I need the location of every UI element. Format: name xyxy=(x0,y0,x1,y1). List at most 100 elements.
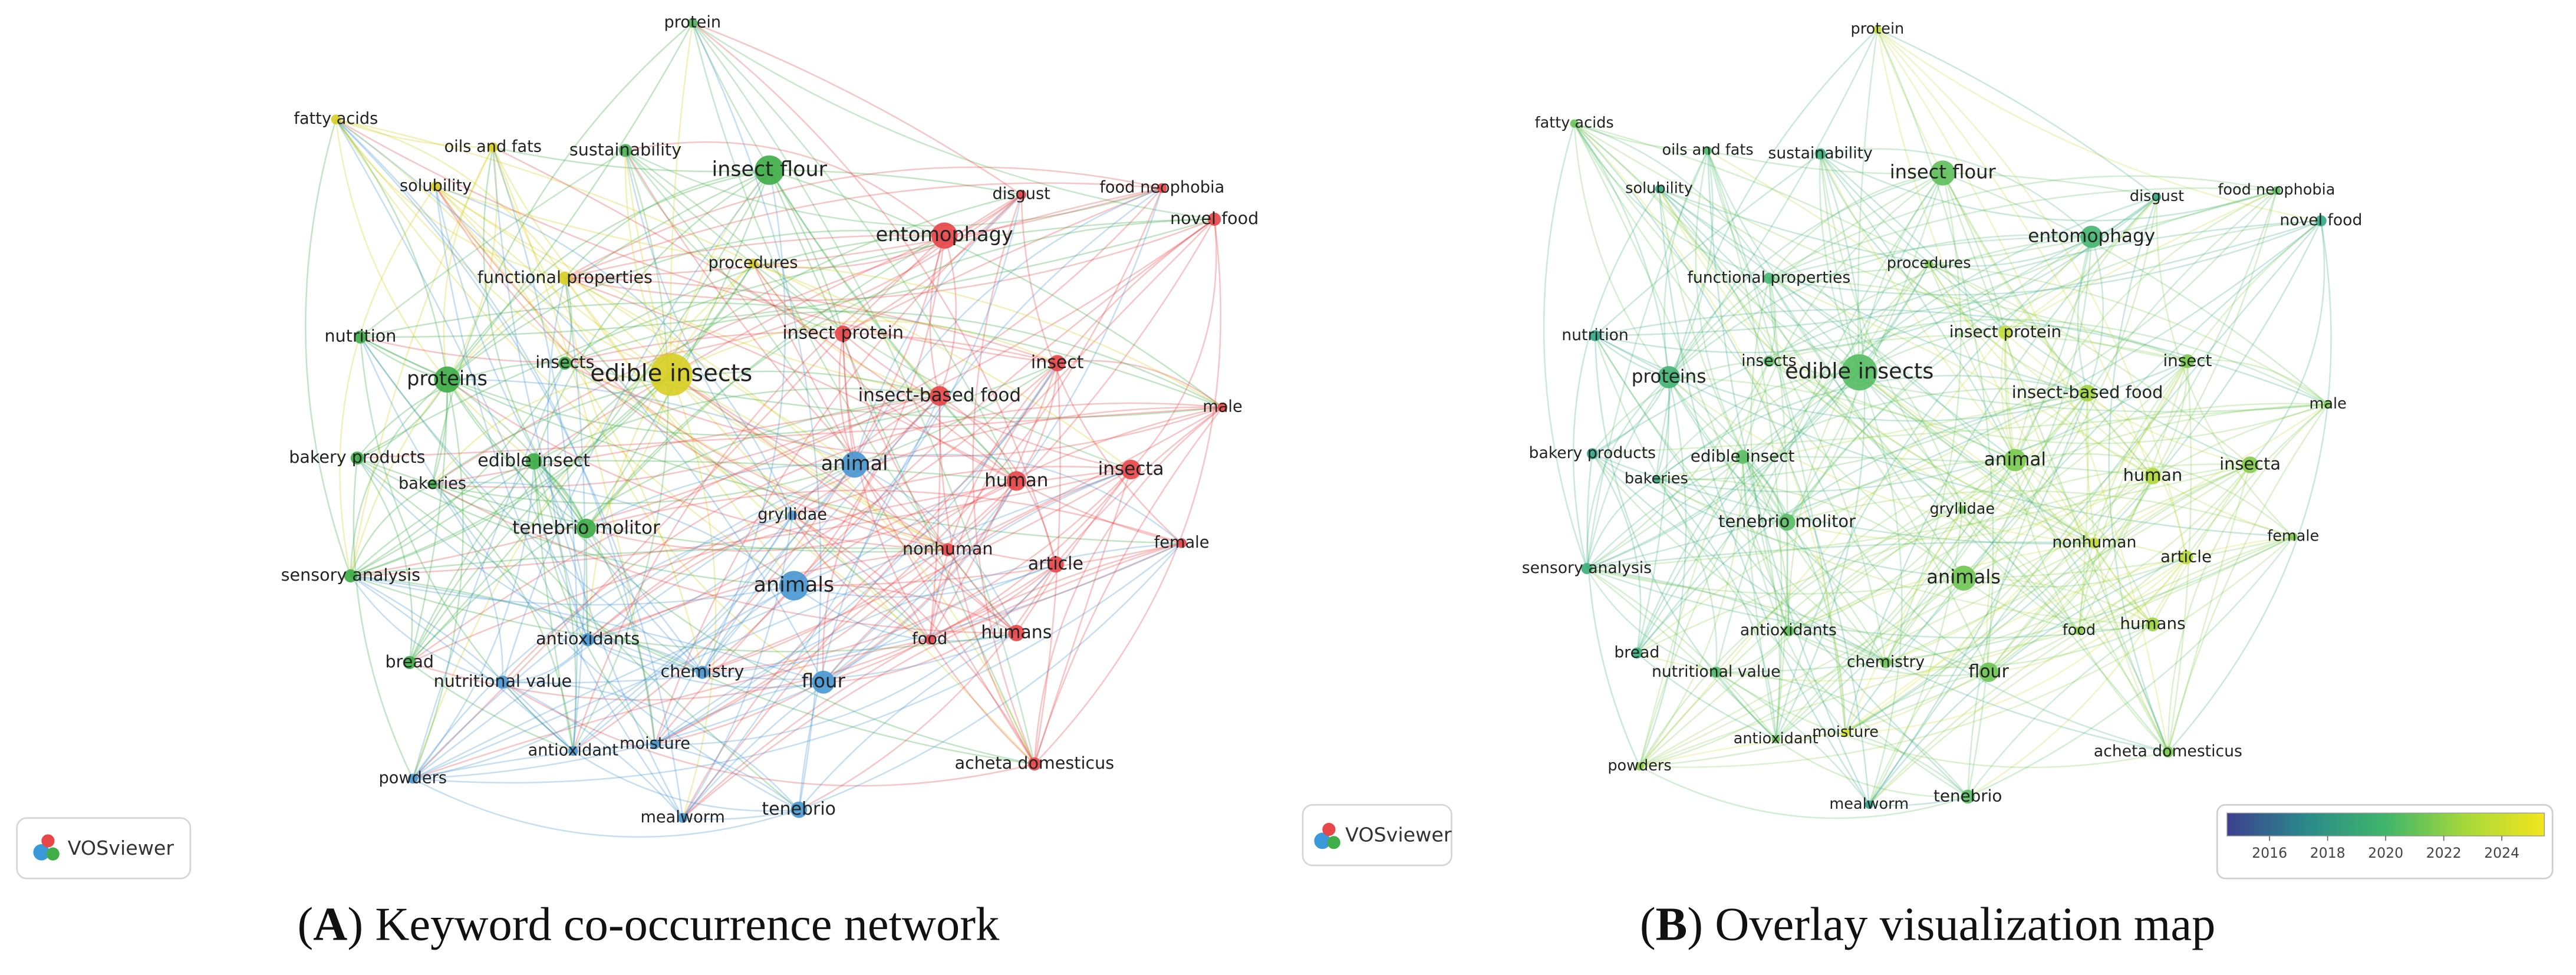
edge xyxy=(502,402,1223,683)
node-label: protein xyxy=(1851,20,1905,38)
edge xyxy=(1592,453,1964,579)
node xyxy=(1581,563,1593,574)
edge xyxy=(2004,332,2153,625)
edge xyxy=(928,396,941,640)
edge xyxy=(1639,765,1968,819)
tick-label: 2024 xyxy=(2484,845,2519,861)
node xyxy=(1635,762,1644,771)
edge xyxy=(587,638,703,673)
node-label: chemistry xyxy=(661,661,745,681)
edge xyxy=(493,146,770,173)
edge xyxy=(769,169,844,334)
edge xyxy=(2000,332,2016,460)
edge xyxy=(1928,263,2251,466)
edge xyxy=(1885,624,2153,668)
edge xyxy=(564,182,1162,279)
edge xyxy=(533,387,940,462)
edge xyxy=(586,480,1017,552)
edge xyxy=(1586,568,2153,639)
edge xyxy=(701,585,795,673)
edge xyxy=(1663,150,1709,378)
node-label: sensory analysis xyxy=(1522,559,1652,577)
edge xyxy=(502,681,684,819)
edge xyxy=(564,277,1035,765)
node-label: bread xyxy=(385,651,434,671)
node-label: nutrition xyxy=(1562,326,1629,344)
node xyxy=(1979,662,1999,682)
edge xyxy=(938,235,957,397)
caption-text: ) Keyword co-occurrence network xyxy=(347,898,1000,951)
edge xyxy=(533,460,589,640)
edge xyxy=(446,147,498,380)
edge xyxy=(1586,361,1770,569)
edge xyxy=(1639,457,1744,767)
node xyxy=(407,773,418,784)
edge xyxy=(1768,220,2321,296)
caption-open: ( xyxy=(297,898,313,951)
node xyxy=(1710,666,1722,678)
edge xyxy=(2249,220,2325,466)
node xyxy=(525,453,542,470)
edge xyxy=(1859,372,1903,805)
edge xyxy=(1741,457,1846,733)
node xyxy=(835,325,852,342)
edge xyxy=(446,22,693,380)
edge xyxy=(412,514,793,779)
edge xyxy=(1820,153,2095,544)
node xyxy=(930,386,950,406)
node-label: powders xyxy=(1607,757,1671,775)
edge xyxy=(1586,464,2251,569)
edge xyxy=(1963,577,2153,631)
edge xyxy=(1988,476,2154,673)
edge xyxy=(823,469,1132,683)
edge xyxy=(350,147,494,577)
node-label: antioxidant xyxy=(528,741,619,759)
edge xyxy=(585,235,945,529)
edge xyxy=(533,460,1017,482)
edge xyxy=(1988,556,2187,673)
edge xyxy=(435,186,753,265)
node-label: male xyxy=(1203,398,1242,416)
edge xyxy=(492,147,578,751)
edge xyxy=(842,333,1131,470)
node-label: male xyxy=(2310,395,2347,413)
edge xyxy=(350,277,566,577)
edge xyxy=(2004,236,2093,333)
node-label: humans xyxy=(981,622,1052,643)
edge xyxy=(1820,153,2277,222)
edge xyxy=(1788,542,2095,632)
edge xyxy=(1858,172,1943,373)
node-label: moisture xyxy=(620,734,690,753)
edge xyxy=(701,235,946,673)
edge xyxy=(1572,188,1660,569)
edge xyxy=(1877,29,2187,558)
edge xyxy=(305,119,352,577)
node-label: functional properties xyxy=(1687,269,1850,287)
edge xyxy=(360,336,1058,436)
edges xyxy=(1543,28,2332,819)
node xyxy=(2272,186,2281,195)
edge xyxy=(1961,392,2088,510)
edge xyxy=(1573,123,1870,805)
edge xyxy=(792,515,1035,765)
edge xyxy=(1636,556,2187,682)
edge xyxy=(2152,475,2294,538)
edge xyxy=(1130,219,1217,470)
edge xyxy=(1656,478,2153,625)
edge xyxy=(1868,509,1964,805)
node xyxy=(941,543,954,556)
edge xyxy=(533,461,655,745)
edge xyxy=(2005,190,2277,334)
caption: (B) Overlay visualization map xyxy=(1640,898,2216,951)
edge xyxy=(335,118,589,640)
edge xyxy=(1859,371,2169,753)
edge xyxy=(2014,196,2157,460)
edge xyxy=(1639,630,2080,768)
edge xyxy=(564,235,945,364)
edge xyxy=(854,464,1017,634)
edge xyxy=(1639,536,2294,768)
edge xyxy=(1857,29,1879,373)
node xyxy=(1047,556,1064,573)
edge xyxy=(2078,536,2294,632)
node xyxy=(1704,146,1712,155)
